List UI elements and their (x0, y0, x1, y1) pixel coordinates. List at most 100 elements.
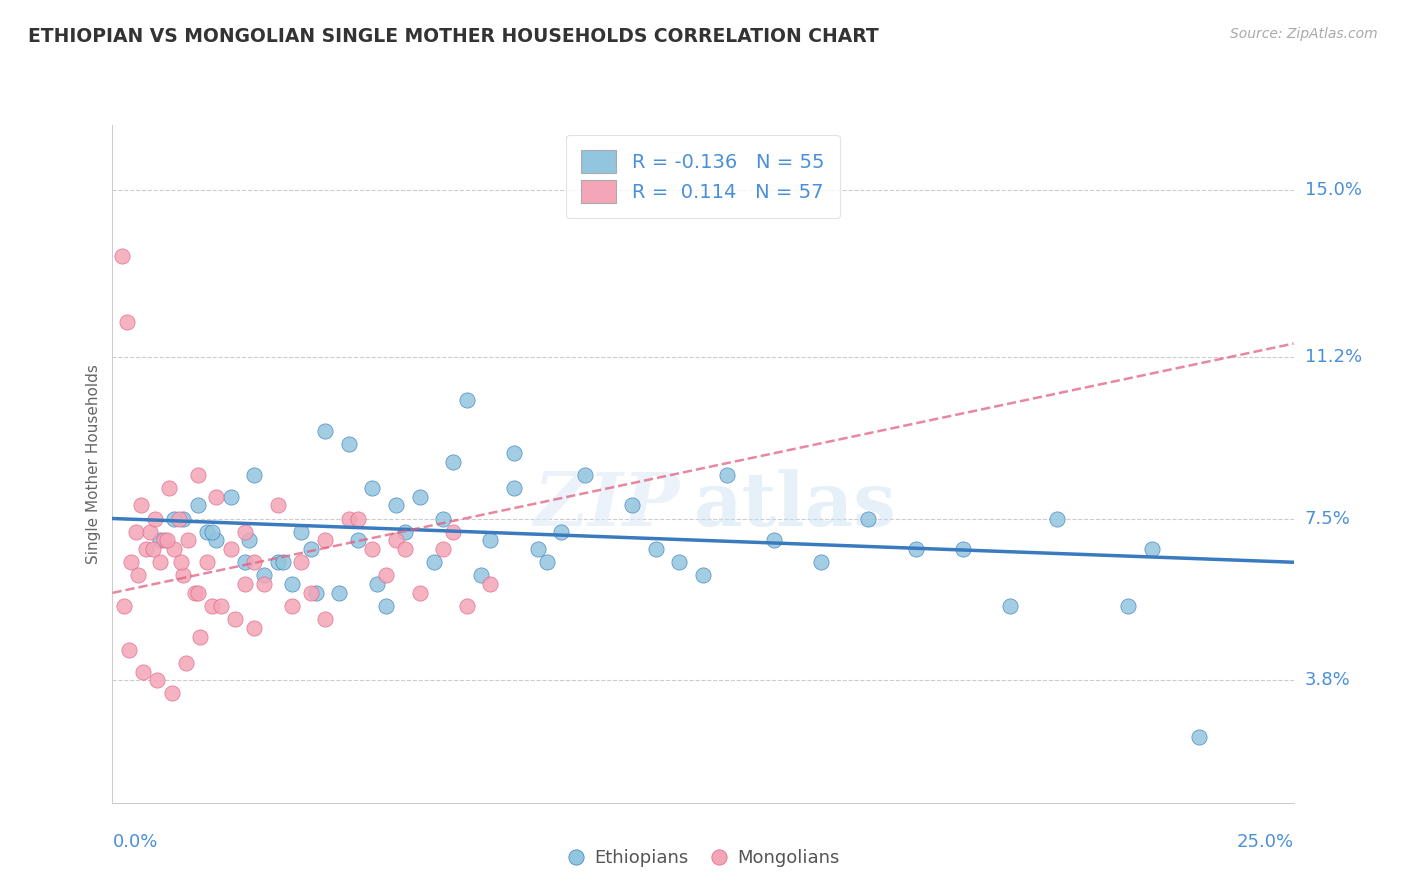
Point (385, 533, 408, 548)
Point (314, 533, 336, 548)
Text: ZIP: ZIP (533, 469, 679, 541)
Point (142, 542, 165, 557)
Point (146, 673, 169, 688)
Legend: R = -0.136   N = 55, R =  0.114   N = 57: R = -0.136 N = 55, R = 0.114 N = 57 (567, 135, 839, 219)
Point (526, 542, 548, 557)
Point (385, 499, 408, 513)
Point (375, 568, 398, 582)
Point (281, 599, 304, 613)
Point (337, 511, 360, 525)
Point (243, 555, 266, 569)
Text: ETHIOPIAN VS MONGOLIAN SINGLE MOTHER HOUSEHOLDS CORRELATION CHART: ETHIOPIAN VS MONGOLIAN SINGLE MOTHER HOU… (28, 27, 879, 45)
Point (186, 467, 208, 482)
Point (394, 524, 416, 539)
Text: 25.0%: 25.0% (1236, 833, 1294, 851)
Point (201, 524, 224, 539)
Point (233, 577, 256, 591)
Point (205, 490, 228, 504)
Point (762, 533, 785, 548)
Text: Source: ZipAtlas.com: Source: ZipAtlas.com (1230, 27, 1378, 41)
Point (290, 524, 312, 539)
Point (149, 533, 172, 548)
Point (172, 568, 194, 582)
Point (186, 499, 208, 513)
Point (432, 542, 454, 557)
Point (243, 621, 266, 635)
Point (347, 511, 370, 525)
Legend: Ethiopians, Mongolians: Ethiopians, Mongolians (560, 842, 846, 874)
Point (271, 555, 294, 569)
Point (267, 555, 290, 569)
Point (858, 511, 880, 525)
Point (174, 656, 197, 670)
Point (644, 542, 666, 557)
Point (304, 586, 326, 600)
Point (281, 577, 304, 591)
Point (177, 533, 200, 548)
Point (224, 612, 246, 626)
Point (290, 555, 312, 569)
Point (219, 542, 242, 557)
Point (1116, 599, 1139, 613)
Point (998, 599, 1021, 613)
Point (1140, 542, 1163, 557)
Point (163, 542, 186, 557)
Point (432, 511, 454, 525)
Point (115, 315, 138, 329)
Point (132, 665, 155, 679)
Point (184, 586, 207, 600)
Point (361, 542, 384, 557)
Point (195, 555, 218, 569)
Point (125, 524, 148, 539)
Point (127, 568, 149, 582)
Point (135, 542, 157, 557)
Point (156, 533, 179, 548)
Point (233, 524, 256, 539)
Point (238, 533, 260, 548)
Point (129, 499, 152, 513)
Point (149, 555, 172, 569)
Point (299, 542, 322, 557)
Point (337, 437, 360, 451)
Point (328, 586, 350, 600)
Point (456, 393, 478, 408)
Point (347, 533, 370, 548)
Point (233, 555, 256, 569)
Point (120, 555, 142, 569)
Point (408, 586, 430, 600)
Point (536, 555, 558, 569)
Y-axis label: Single Mother Households: Single Mother Households (86, 364, 101, 564)
Point (201, 599, 224, 613)
Text: atlas: atlas (693, 469, 896, 541)
Point (253, 577, 276, 591)
Point (170, 555, 193, 569)
Point (118, 642, 141, 657)
Point (243, 467, 266, 482)
Point (112, 599, 135, 613)
Point (143, 511, 166, 525)
Point (209, 599, 232, 613)
Point (1188, 730, 1211, 744)
Point (904, 542, 927, 557)
Point (621, 499, 644, 513)
Point (253, 568, 276, 582)
Point (810, 555, 832, 569)
Point (111, 249, 134, 263)
Point (314, 612, 336, 626)
Point (157, 481, 180, 495)
Text: 15.0%: 15.0% (1305, 181, 1361, 200)
Point (668, 555, 690, 569)
Point (479, 533, 502, 548)
Point (716, 467, 738, 482)
Point (205, 533, 228, 548)
Point (422, 555, 444, 569)
Point (574, 467, 596, 482)
Point (394, 542, 416, 557)
Point (1046, 511, 1069, 525)
Point (139, 524, 162, 539)
Point (503, 481, 526, 495)
Point (219, 490, 242, 504)
Point (503, 446, 526, 460)
Point (441, 524, 464, 539)
Text: 3.8%: 3.8% (1305, 672, 1350, 690)
